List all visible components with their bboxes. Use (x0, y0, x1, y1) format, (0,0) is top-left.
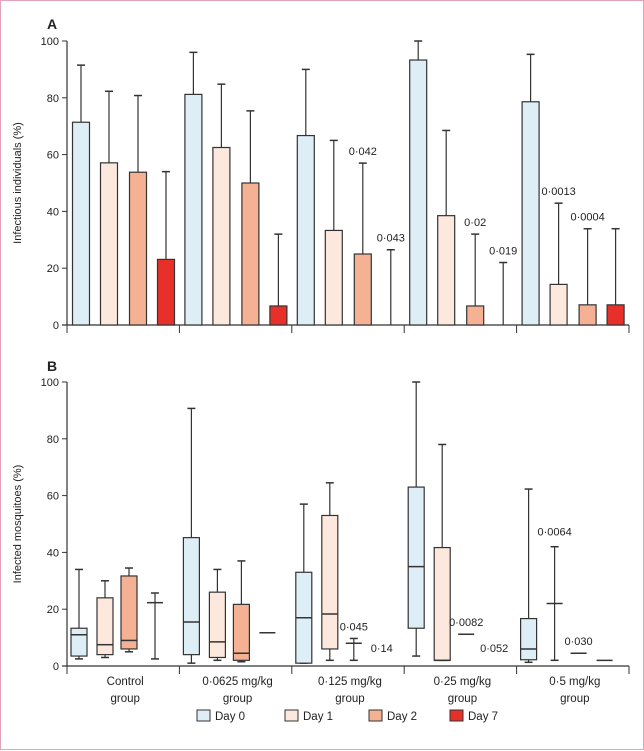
p-value-label: 0·02 (464, 217, 486, 229)
bar (521, 101, 540, 326)
y-tick-label: 40 (47, 206, 59, 218)
bar (241, 182, 260, 326)
y-tick-label: 0 (53, 320, 59, 332)
x-group-label: group (448, 693, 477, 705)
panel-label: B (47, 358, 57, 374)
y-tick-label: 60 (47, 491, 59, 503)
x-group-label: Control (107, 676, 144, 688)
box (519, 617, 538, 661)
legend-label: Day 0 (215, 711, 245, 723)
bar (606, 304, 625, 326)
box (208, 591, 226, 659)
box (232, 603, 250, 661)
p-value-label: 0·043 (377, 233, 405, 245)
bar (578, 304, 597, 326)
bar (71, 121, 91, 326)
x-group-label: group (335, 693, 364, 705)
legend-swatch-day-7 (449, 709, 464, 722)
panel-label: A (47, 16, 57, 32)
bar (437, 215, 456, 326)
box (120, 575, 138, 650)
y-tick-label: 80 (47, 434, 59, 446)
bar (409, 59, 428, 326)
p-value-label: 0·14 (371, 643, 393, 655)
x-group-label: 0·0625 mg/kg (202, 676, 272, 688)
legend-label: Day 2 (387, 711, 417, 723)
p-value-label: 0·0013 (541, 186, 575, 198)
legend-label: Day 1 (303, 711, 333, 723)
bar (156, 258, 176, 326)
x-group-label: 0·25 mg/kg (434, 676, 492, 688)
x-group-label: group (560, 693, 589, 705)
legend-label: Day 7 (468, 711, 498, 723)
bar (296, 134, 315, 326)
y-tick-label: 100 (41, 377, 59, 389)
bar (269, 305, 288, 326)
bar (353, 253, 372, 326)
p-value-label: 0·030 (565, 636, 593, 648)
bar (128, 171, 148, 326)
box (96, 597, 114, 656)
bar (212, 146, 231, 326)
box (321, 514, 339, 650)
y-tick-label: 100 (41, 36, 59, 48)
p-value-label: 0·019 (489, 246, 517, 258)
x-group-label: 0·125 mg/kg (318, 676, 382, 688)
y-tick-label: 20 (47, 263, 59, 275)
bar (99, 162, 119, 326)
y-tick-label: 60 (47, 150, 59, 162)
y-axis-label: Infected mosquitoes (%) (12, 465, 24, 584)
box (407, 486, 425, 629)
p-value-label: 0·0064 (537, 526, 571, 538)
legend-swatch-day-0 (196, 709, 211, 722)
y-tick-label: 20 (47, 604, 59, 616)
bar (466, 305, 485, 326)
legend-swatch-day-1 (284, 709, 299, 722)
box (70, 627, 88, 657)
y-tick-label: 40 (47, 547, 59, 559)
p-value-label: 0·0004 (570, 212, 604, 224)
x-group-label: group (110, 693, 139, 705)
x-group-label: 0·5 mg/kg (549, 676, 600, 688)
p-value-label: 0·0082 (449, 617, 483, 629)
x-group-label: group (223, 693, 252, 705)
p-value-label: 0·042 (349, 146, 377, 158)
y-tick-label: 0 (53, 661, 59, 673)
p-value-label: 0·052 (480, 643, 508, 655)
box (433, 546, 451, 661)
legend-swatch-day-2 (368, 709, 383, 722)
p-value-label: 0·045 (340, 621, 368, 633)
bar (184, 93, 203, 326)
y-tick-label: 80 (47, 93, 59, 105)
box (182, 537, 200, 656)
y-axis-label: Infectious individuals (%) (12, 122, 24, 244)
bar (549, 283, 568, 326)
bar (324, 229, 343, 326)
